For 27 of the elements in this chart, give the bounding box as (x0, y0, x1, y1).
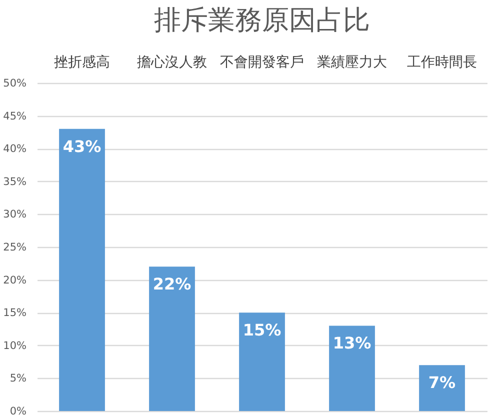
y-tick-label: 20% (3, 274, 27, 286)
y-tick-label: 5% (10, 372, 27, 385)
bar (239, 312, 285, 411)
y-tick-label: 50% (3, 78, 27, 90)
data-label: 22% (152, 274, 192, 294)
bar (149, 266, 195, 411)
x-tick-label: 擔心沒人教 (137, 54, 207, 70)
data-label: 43% (62, 136, 102, 156)
data-label: 7% (428, 373, 456, 392)
y-tick-label: 40% (3, 143, 27, 156)
x-tick-label: 不會開發客戶 (220, 54, 304, 70)
y-tick-label: 15% (3, 307, 27, 320)
y-tick-label: 45% (3, 110, 27, 122)
data-label: 13% (332, 334, 372, 353)
x-tick-label: 挫折感高 (54, 54, 110, 70)
y-tick-label: 30% (3, 208, 27, 221)
bar (59, 128, 105, 411)
bar (329, 326, 375, 411)
bar (419, 365, 465, 411)
y-tick-label: 10% (3, 340, 27, 352)
data-label: 15% (242, 320, 282, 340)
x-tick-label: 業績壓力大 (317, 54, 387, 70)
chart-title: 排斥業務原因占比 (154, 5, 370, 36)
x-tick-label: 工作時間長 (407, 54, 477, 70)
y-tick-label: 35% (3, 176, 27, 188)
y-tick-label: 0% (10, 406, 27, 418)
y-tick-label: 25% (3, 242, 27, 254)
